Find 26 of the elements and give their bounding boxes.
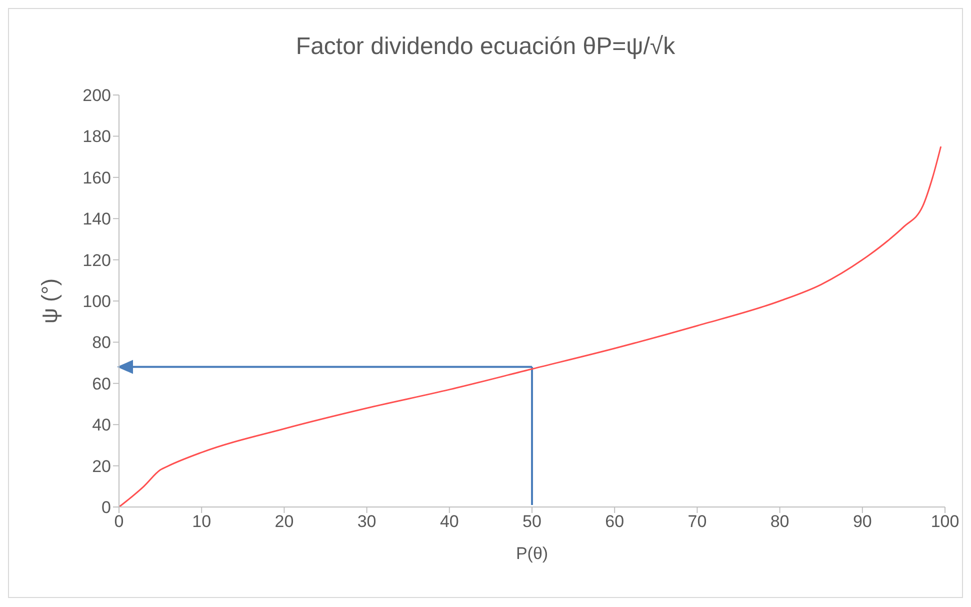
x-tick-label: 70: [688, 512, 707, 532]
y-tick-label: 80: [92, 333, 111, 352]
y-tick-label: 180: [82, 127, 111, 146]
chart-title: Factor dividendo ecuación θP=ψ/√k: [294, 32, 676, 62]
x-tick-label: 90: [852, 512, 872, 532]
x-tick-label: 80: [770, 512, 790, 532]
x-tick-label: 100: [930, 512, 960, 532]
y-tick-label: 120: [82, 250, 111, 270]
x-tick-label: 10: [192, 512, 212, 532]
y-tick-label: 0: [102, 498, 111, 518]
y-axis-title: ψ (°): [36, 278, 62, 324]
line-series: [119, 146, 942, 507]
x-tick-label: 60: [605, 512, 624, 532]
y-tick-label: 20: [92, 456, 111, 476]
x-tick-label: 30: [357, 512, 376, 532]
x-axis-title: P(θ): [516, 544, 548, 563]
x-tick-label: 40: [440, 512, 459, 532]
y-tick-label: 160: [82, 168, 111, 188]
x-tick-label: 20: [274, 512, 294, 532]
x-tick-label: 50: [522, 512, 542, 532]
y-tick-label: 60: [92, 374, 111, 394]
y-tick-label: 200: [82, 86, 111, 106]
y-tick-label: 100: [82, 292, 111, 312]
y-tick-label: 40: [92, 416, 111, 435]
x-tick-label: 0: [114, 512, 124, 532]
y-tick-label: 140: [82, 210, 111, 229]
